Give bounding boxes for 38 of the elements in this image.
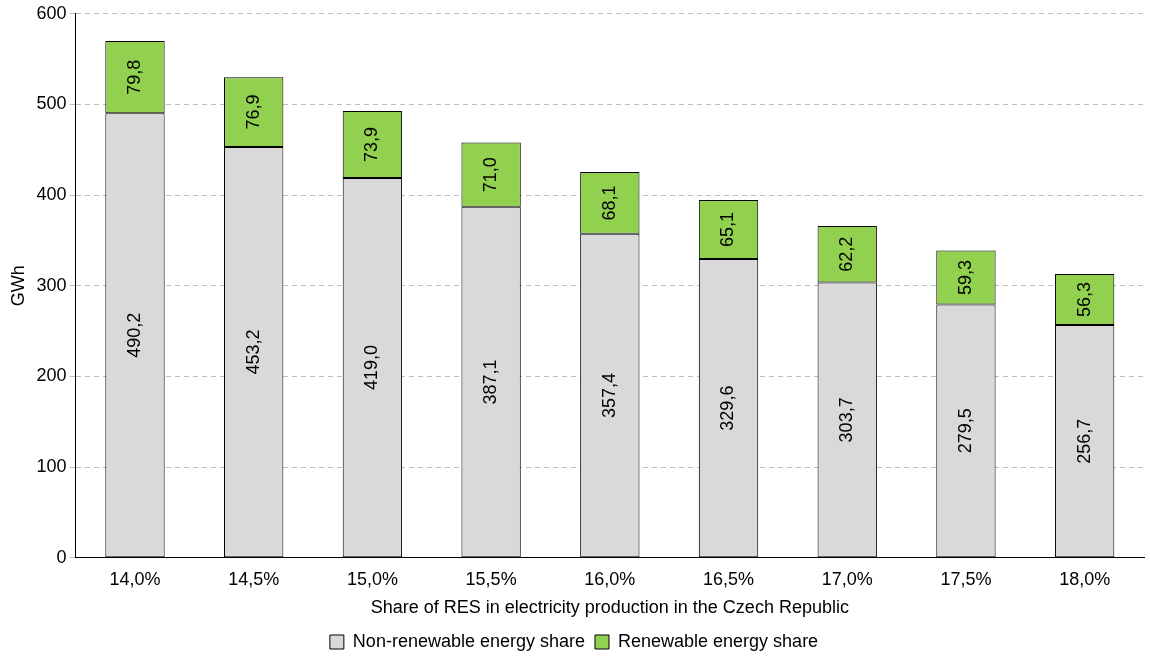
data-label: 490,2 <box>123 312 144 358</box>
data-label: 329,6 <box>717 385 738 431</box>
data-label: 56,3 <box>1073 282 1094 318</box>
data-label: 73,9 <box>361 126 382 162</box>
data-label: 279,5 <box>954 408 975 454</box>
data-label: 387,1 <box>480 359 501 405</box>
x-tick-label: 16,5% <box>703 568 755 589</box>
data-label: 62,2 <box>836 236 857 272</box>
y-tick-label: 600 <box>36 2 67 23</box>
x-tick-label: 17,5% <box>940 568 992 589</box>
data-label: 303,7 <box>836 397 857 443</box>
data-label: 65,1 <box>717 211 738 247</box>
y-tick-label: 500 <box>36 93 67 114</box>
data-label: 76,9 <box>242 94 263 130</box>
legend-label: Renewable energy share <box>618 630 819 651</box>
y-tick-label: 400 <box>36 184 67 205</box>
y-tick-label: 300 <box>36 274 67 295</box>
y-tick-label: 100 <box>36 456 67 477</box>
x-tick-label: 16,0% <box>584 568 636 589</box>
x-tick-label: 18,0% <box>1059 568 1111 589</box>
x-tick-label: 14,0% <box>109 568 161 589</box>
x-axis-title: Share of RES in electricity production in the Czech Republic <box>370 597 849 618</box>
data-label: 59,3 <box>954 259 975 296</box>
legend-label: Non-renewable energy share <box>352 630 586 651</box>
x-tick-label: 15,0% <box>346 568 398 589</box>
x-tick-label: 14,5% <box>228 568 280 589</box>
y-tick-label: 0 <box>56 546 67 567</box>
data-label: 79,8 <box>123 59 144 95</box>
y-axis-title: GWh <box>7 265 28 307</box>
data-label: 453,2 <box>242 329 263 375</box>
x-tick-label: 17,0% <box>821 568 873 589</box>
data-label: 256,7 <box>1073 418 1094 464</box>
data-label: 71,0 <box>480 157 501 193</box>
data-label: 68,1 <box>598 185 619 221</box>
data-label: 357,4 <box>598 373 619 419</box>
data-label: 419,0 <box>361 345 382 391</box>
y-tick-label: 200 <box>36 365 67 386</box>
x-tick-label: 15,5% <box>465 568 517 589</box>
